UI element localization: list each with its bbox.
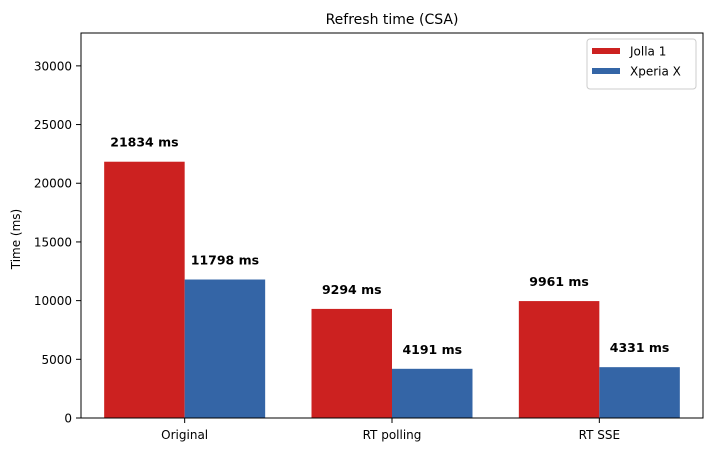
- bar-jolla-1-rt-polling: [311, 308, 392, 418]
- x-tick-label: RT polling: [363, 428, 422, 442]
- legend-swatch: [592, 48, 620, 54]
- x-tick-label: RT SSE: [579, 428, 620, 442]
- y-axis-label: Time (ms): [9, 209, 23, 271]
- bar-xperia-x-rt-polling: [392, 368, 473, 418]
- bar-xperia-x-original: [184, 279, 266, 418]
- data-label: 9961 ms: [529, 274, 589, 289]
- y-tick-label: 30000: [34, 59, 72, 73]
- legend-label: Xperia X: [630, 65, 681, 79]
- data-label: 4331 ms: [610, 340, 670, 355]
- bar-xperia-x-rt-sse: [599, 367, 680, 418]
- y-tick-label: 5000: [41, 353, 72, 367]
- y-tick-label: 25000: [34, 118, 72, 132]
- y-tick-label: 20000: [34, 177, 72, 191]
- data-label: 21834 ms: [110, 135, 178, 150]
- data-label: 9294 ms: [322, 282, 382, 297]
- y-tick-label: 15000: [34, 235, 72, 249]
- legend-label: Jolla 1: [629, 45, 666, 59]
- legend-swatch: [592, 68, 620, 74]
- plot-frame: [80, 32, 704, 419]
- data-labels-group: 21834 ms 11798 ms 9294 ms 4191 ms 9961 ms 433…: [110, 135, 669, 357]
- data-label: 11798 ms: [191, 253, 259, 268]
- legend: Jolla 1 Xperia X: [586, 38, 697, 90]
- x-axis-ticks: Original RT polling RT SSE: [161, 418, 620, 442]
- y-tick-label: 10000: [34, 294, 72, 308]
- x-tick-label: Original: [161, 428, 208, 442]
- bar-jolla-1-rt-sse: [518, 301, 600, 418]
- bar-jolla-1-original: [104, 161, 185, 418]
- y-axis-ticks: 0 5000 10000 15000 20000 25000 30000: [34, 59, 81, 426]
- y-tick-label: 0: [64, 412, 72, 426]
- bars-group: [104, 161, 680, 418]
- chart-title: Refresh time (CSA): [326, 12, 459, 28]
- data-label: 4191 ms: [402, 342, 462, 357]
